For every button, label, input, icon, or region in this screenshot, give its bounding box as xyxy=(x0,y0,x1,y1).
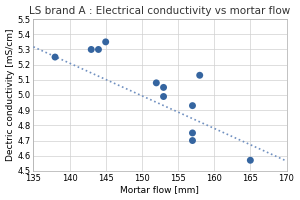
Point xyxy=(154,81,159,84)
Point xyxy=(190,139,195,142)
Y-axis label: Dectric conductivity [mS/cm]: Dectric conductivity [mS/cm] xyxy=(6,29,15,161)
Point xyxy=(190,131,195,135)
Point xyxy=(197,74,202,77)
Point xyxy=(53,55,58,59)
Point xyxy=(161,86,166,89)
X-axis label: Mortar flow [mm]: Mortar flow [mm] xyxy=(121,185,200,194)
Point xyxy=(89,48,94,51)
Title: LS brand A : Electrical conductivity vs mortar flow: LS brand A : Electrical conductivity vs … xyxy=(29,6,291,16)
Point xyxy=(103,40,108,43)
Point xyxy=(190,104,195,107)
Point xyxy=(248,159,253,162)
Point xyxy=(161,95,166,98)
Point xyxy=(96,48,101,51)
